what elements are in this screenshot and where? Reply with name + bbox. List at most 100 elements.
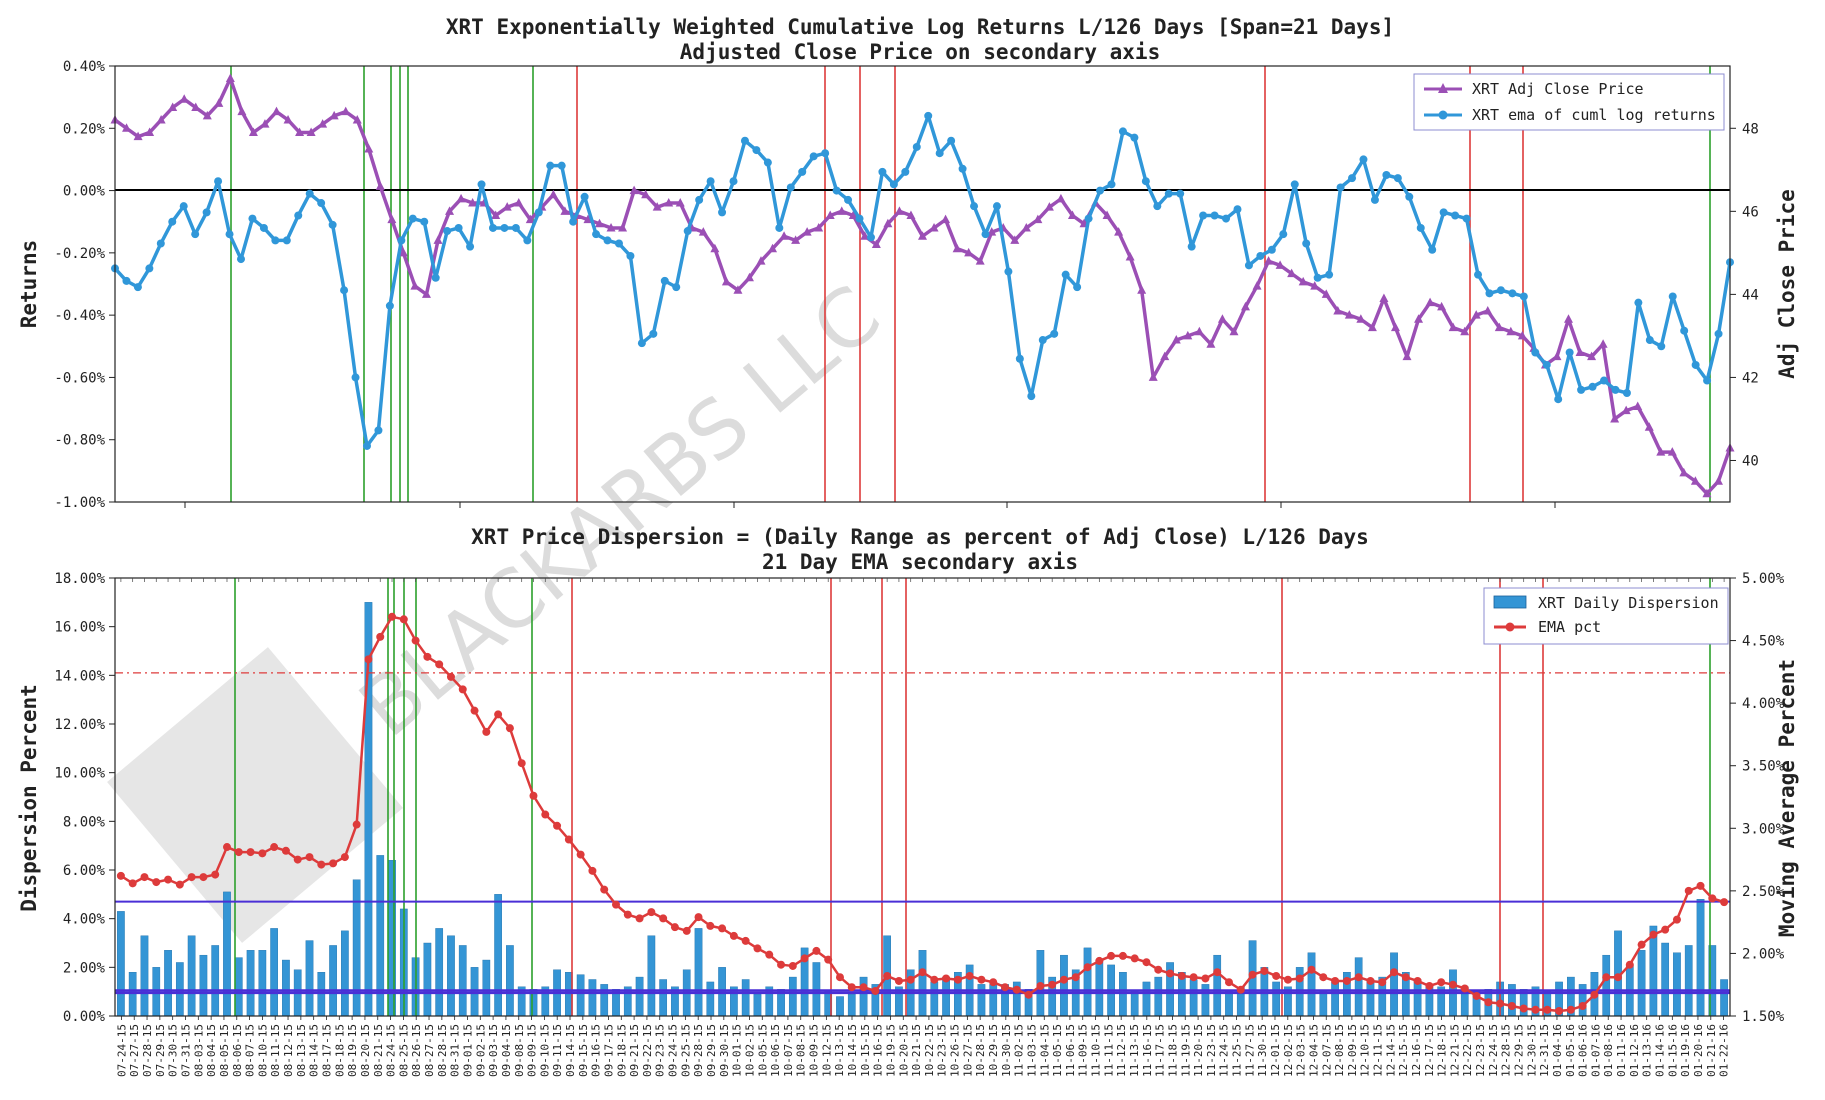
price-point: [318, 119, 328, 128]
price-point: [1506, 326, 1516, 336]
dispersion-bar: [706, 981, 715, 1017]
ema-point: [847, 983, 856, 992]
returns-point: [935, 149, 944, 158]
date-x-tick-label: 11-03-15: [1025, 1024, 1038, 1077]
price-point: [1206, 339, 1216, 348]
ema-point: [376, 632, 385, 641]
ema-point: [199, 873, 208, 882]
ema-point: [1354, 973, 1363, 982]
date-x-tick-label: 07-30-15: [167, 1024, 180, 1077]
dispersion-y-tick-label: 14.00%: [54, 668, 105, 684]
price-point: [410, 281, 420, 290]
returns-point: [1405, 192, 1414, 201]
price-point: [814, 222, 824, 232]
dispersion-bar: [140, 935, 149, 1017]
dispersion-bar: [1307, 952, 1316, 1017]
returns-point: [1611, 385, 1620, 394]
returns-point: [580, 192, 589, 201]
ema-point: [1260, 966, 1269, 975]
returns-point: [901, 167, 910, 176]
price-point: [1194, 326, 1204, 336]
dispersion-bar: [1201, 984, 1210, 1017]
ema-point: [1307, 965, 1316, 974]
date-x-tick-label: 10-22-15: [923, 1024, 936, 1077]
ema-point: [1177, 971, 1186, 980]
returns-point: [225, 230, 234, 239]
returns-point: [1279, 230, 1288, 239]
returns-point: [878, 167, 887, 176]
dispersion-bar: [1225, 991, 1233, 1017]
ema-point: [1637, 940, 1646, 949]
returns-point: [992, 202, 1001, 211]
date-x-tick-label: 10-28-15: [974, 1024, 987, 1077]
returns-point: [637, 339, 646, 348]
returns-point: [1416, 223, 1425, 232]
date-x-tick-label: 01-14-16: [1654, 1024, 1667, 1077]
ema-point: [1319, 973, 1328, 982]
ema-point: [600, 885, 609, 894]
dispersion-bar: [930, 981, 939, 1017]
price-y-tick-label: 48: [1742, 121, 1759, 137]
date-x-tick-label: 01-19-16: [1679, 1024, 1692, 1077]
returns-point: [328, 220, 337, 229]
price-point: [237, 106, 247, 116]
returns-point: [397, 236, 406, 245]
returns-point: [695, 195, 704, 204]
dispersion-bar: [341, 930, 349, 1017]
date-x-tick-label: 08-11-15: [269, 1024, 282, 1077]
watermark: BLACKARBS LLC: [107, 268, 897, 943]
date-x-tick-label: 08-03-15: [192, 1024, 205, 1077]
dispersion-bar: [788, 976, 797, 1017]
bottom-signal-lines: [234, 578, 1711, 1016]
ema-point: [564, 835, 573, 844]
date-x-tick-label: 08-27-15: [423, 1024, 436, 1077]
price-point: [1252, 281, 1262, 290]
dispersion-bar: [741, 979, 750, 1017]
price-point: [906, 210, 916, 219]
price-point: [883, 218, 893, 228]
dispersion-y-tick-label: 2.00%: [63, 960, 106, 976]
ema-point: [576, 850, 585, 859]
ema-point: [482, 727, 491, 736]
dispersion-bar: [282, 959, 290, 1017]
ema-point: [517, 759, 526, 768]
returns-point: [1244, 261, 1253, 270]
price-point: [1171, 335, 1181, 344]
price-point: [768, 243, 778, 253]
returns-point: [1325, 270, 1334, 279]
price-point: [1644, 422, 1654, 431]
price-point: [1552, 351, 1562, 361]
date-x-tick-label: 11-19-15: [1179, 1024, 1192, 1077]
price-point: [1621, 405, 1631, 415]
date-x-tick-label: 11-24-15: [1218, 1024, 1231, 1077]
dispersion-bar: [1095, 959, 1104, 1017]
returns-point: [1519, 292, 1528, 301]
ema-point: [623, 910, 632, 919]
returns-point: [1038, 336, 1047, 345]
returns-y-tick-label: -0.20%: [54, 246, 105, 262]
returns-point: [488, 223, 497, 232]
returns-point: [1634, 298, 1643, 307]
returns-point: [305, 189, 314, 198]
price-point: [641, 189, 651, 199]
date-x-tick-label: 01-20-16: [1692, 1024, 1705, 1077]
date-x-tick-label: 09-01-15: [461, 1024, 474, 1077]
returns-point: [1004, 267, 1013, 276]
date-x-tick-label: 11-25-15: [1231, 1024, 1244, 1077]
dispersion-bar: [1189, 979, 1198, 1017]
dispersion-bar: [942, 976, 950, 1017]
returns-point: [1210, 211, 1219, 220]
returns-point: [317, 199, 326, 208]
date-x-tick-label: 07-29-15: [154, 1024, 167, 1077]
date-x-tick-label: 10-12-15: [820, 1024, 833, 1077]
ema-point: [317, 860, 326, 869]
date-x-tick-label: 11-13-15: [1128, 1024, 1141, 1077]
ema-point: [706, 921, 715, 930]
date-x-tick-label: 09-15-15: [577, 1024, 590, 1077]
returns-point: [947, 136, 956, 145]
dispersion-legend: XRT Daily Dispersion EMA pct: [1483, 587, 1729, 645]
ema-point: [1130, 954, 1139, 963]
returns-point: [557, 161, 566, 170]
returns-point: [511, 223, 520, 232]
date-x-tick-label: 12-30-15: [1525, 1024, 1538, 1077]
